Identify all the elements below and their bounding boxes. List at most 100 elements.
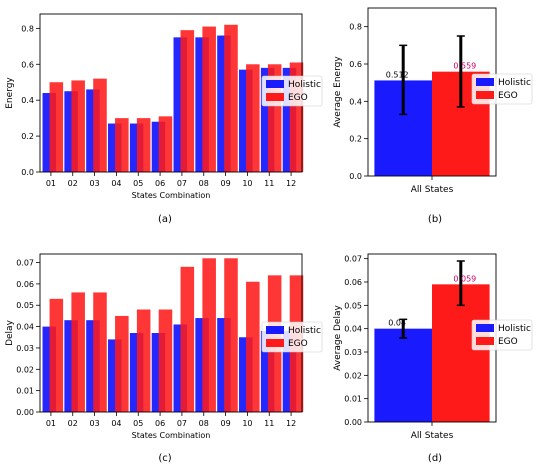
bar-ego xyxy=(202,258,216,412)
x-tick-label: 03 xyxy=(89,419,99,428)
y-tick-label: 0.2 xyxy=(21,132,34,141)
x-tick-label: 11 xyxy=(264,419,274,428)
x-tick-label: All States xyxy=(411,185,454,195)
x-tick-label: 07 xyxy=(177,419,187,428)
y-tick-label: 0.2 xyxy=(349,135,362,144)
x-tick-label: 02 xyxy=(68,419,78,428)
y-tick-label: 0.05 xyxy=(16,301,34,310)
y-tick-label: 0.00 xyxy=(344,418,362,427)
x-tick-label: 09 xyxy=(220,419,230,428)
panel-label: (c) xyxy=(158,453,171,464)
y-tick-label: 0.07 xyxy=(344,255,362,264)
x-tick-label: 03 xyxy=(89,179,99,188)
legend-entry: EGO xyxy=(498,91,518,101)
x-tick-label: 04 xyxy=(111,179,121,188)
bar-ego xyxy=(246,64,260,172)
x-tick-label: 04 xyxy=(111,419,121,428)
y-tick-label: 0.4 xyxy=(349,97,362,106)
legend: Holistic EGO xyxy=(261,321,323,353)
bar-ego xyxy=(432,284,490,422)
panel-d: 0.00 0.01 0.02 0.03 0.04 0.05 0.06 0.07 0.04 0.05… xyxy=(333,253,533,464)
y-axis-label: Average Energy xyxy=(333,56,343,128)
legend-entry: Holistic xyxy=(498,78,531,88)
y-tick-label: 0.01 xyxy=(344,395,362,404)
bar-ego xyxy=(115,315,129,412)
legend: Holistic EGO xyxy=(471,319,533,351)
x-tick-label: 01 xyxy=(46,419,56,428)
y-axis-label: Average Delay xyxy=(333,305,343,371)
legend-entry: Holistic xyxy=(288,326,321,336)
x-tick-label: 05 xyxy=(133,179,143,188)
y-tick-label: 0.4 xyxy=(21,96,34,105)
legend-entry: EGO xyxy=(498,337,518,347)
y-tick-label: 0.07 xyxy=(16,259,34,268)
y-tick-label: 0.06 xyxy=(344,278,362,287)
y-tick-label: 0.01 xyxy=(16,387,34,396)
panel-a: 0.0 0.2 0.4 0.6 0.8 01 02 03 04 05 06 07 08 09 10 11 12 S… xyxy=(5,13,323,225)
x-tick-label: 05 xyxy=(133,419,143,428)
bar-ego xyxy=(136,309,151,412)
x-tick-label: 06 xyxy=(155,179,165,188)
x-tick-label: 08 xyxy=(199,179,209,188)
legend-swatch xyxy=(266,326,284,334)
panel-c: 0.00 0.01 0.02 0.03 0.04 0.05 0.06 0.07 01 02 03 04… xyxy=(5,253,323,464)
x-tick-label: 08 xyxy=(199,419,209,428)
legend-entry: Holistic xyxy=(498,324,531,334)
bar-ego xyxy=(49,298,64,412)
value-label-holistic: 0.04 xyxy=(388,319,406,328)
x-tick-label: 07 xyxy=(177,179,187,188)
y-tick-label: 0.03 xyxy=(16,344,34,353)
x-axis-label: States Combination xyxy=(132,431,211,440)
bar-ego xyxy=(71,80,85,172)
bar-ego xyxy=(180,266,195,412)
y-tick-label: 0.06 xyxy=(16,280,34,289)
bar-ego xyxy=(202,26,216,173)
bar-ego xyxy=(224,24,238,172)
x-tick-label: All States xyxy=(411,431,454,441)
legend-swatch xyxy=(476,91,494,99)
bar-ego xyxy=(93,78,107,172)
bar-ego xyxy=(115,118,129,172)
y-tick-label: 0.02 xyxy=(16,365,34,374)
y-tick-label: 0.0 xyxy=(349,172,362,181)
value-label-holistic: 0.512 xyxy=(386,70,409,79)
legend-entry: EGO xyxy=(288,339,308,349)
legend-swatch xyxy=(266,93,284,101)
y-tick-label: 0.0 xyxy=(21,168,34,177)
value-label-ego: 0.059 xyxy=(453,274,476,283)
legend-swatch xyxy=(476,78,494,86)
legend-entry: Holistic xyxy=(288,80,321,90)
bar-ego xyxy=(224,258,238,412)
panel-label: (d) xyxy=(428,453,442,464)
y-tick-label: 0.03 xyxy=(344,348,362,357)
x-axis-label: States Combination xyxy=(132,191,211,200)
bar-ego xyxy=(180,30,195,173)
y-tick-label: 0.00 xyxy=(16,408,34,417)
y-tick-label: 0.8 xyxy=(21,24,34,33)
y-tick-label: 0.8 xyxy=(349,23,362,32)
legend: Holistic EGO xyxy=(471,73,533,105)
panel-label: (a) xyxy=(158,214,172,225)
value-label-ego: 0.559 xyxy=(453,62,476,71)
x-tick-label: 02 xyxy=(68,179,78,188)
x-tick-label: 01 xyxy=(46,179,56,188)
bar-ego xyxy=(49,82,64,172)
bar-ego xyxy=(158,309,173,412)
bar-ego xyxy=(158,116,173,172)
x-tick-label: 09 xyxy=(220,179,230,188)
panel-label: (b) xyxy=(428,214,442,225)
y-tick-label: 0.02 xyxy=(344,371,362,380)
panel-b: 0.0 0.2 0.4 0.6 0.8 0.512 0.559 All States Avera… xyxy=(333,7,533,225)
y-tick-label: 0.6 xyxy=(21,60,34,69)
bar-ego xyxy=(136,118,151,172)
y-tick-label: 0.04 xyxy=(344,325,362,334)
legend-swatch xyxy=(476,324,494,332)
y-tick-label: 0.04 xyxy=(16,323,34,332)
x-tick-label: 12 xyxy=(286,419,296,428)
x-tick-label: 12 xyxy=(286,179,296,188)
legend-swatch xyxy=(266,80,284,88)
bar-holistic xyxy=(374,328,432,422)
legend-swatch xyxy=(476,337,494,345)
bar-ego xyxy=(93,292,107,412)
legend: Holistic EGO xyxy=(261,75,323,107)
